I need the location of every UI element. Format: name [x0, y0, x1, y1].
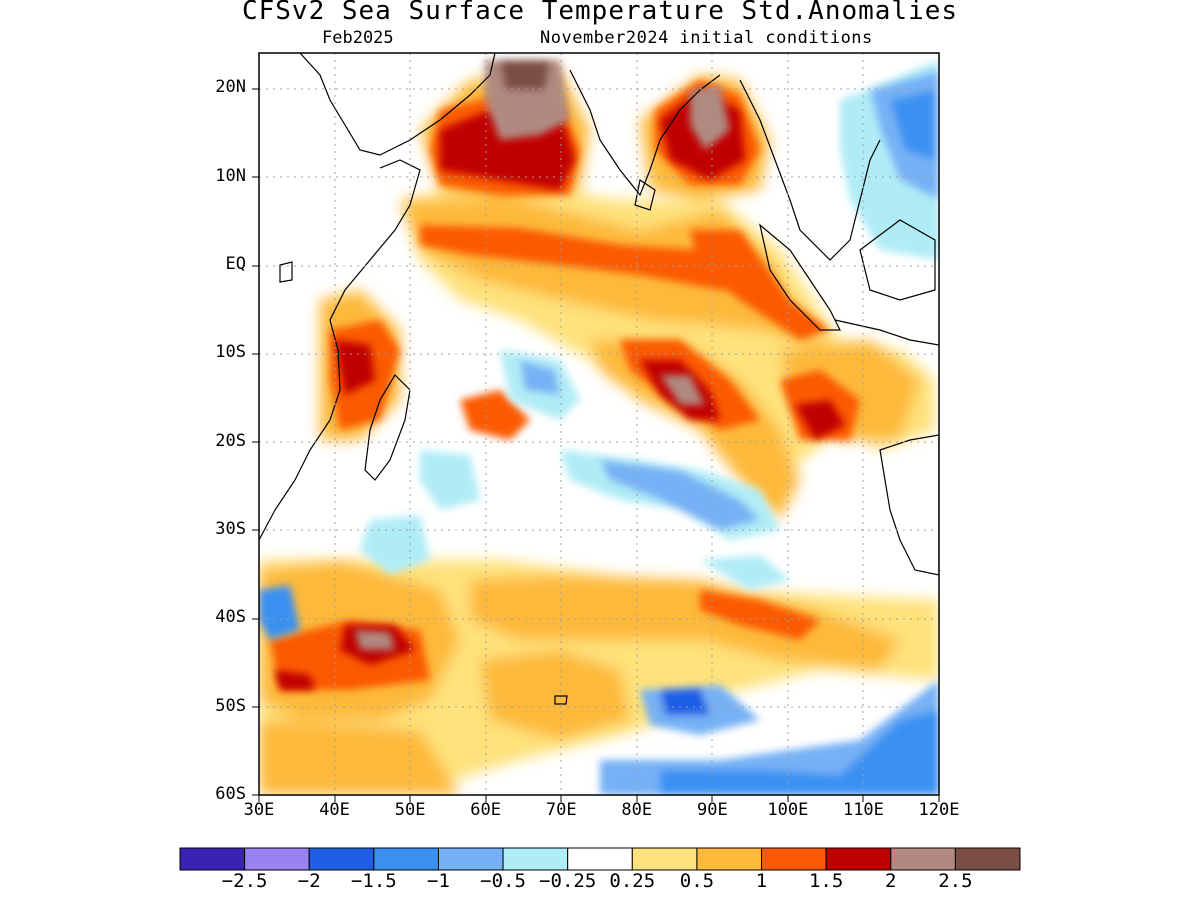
- equatorial-orange-band: [420, 225, 780, 290]
- bengal-mauve: [690, 85, 730, 150]
- colorbar-level-label: −1: [427, 870, 450, 892]
- colorbar-level-label: 0.25: [609, 870, 656, 892]
- southeast-red: [795, 400, 845, 440]
- colorbar-swatch: [761, 847, 827, 871]
- kerguelen-warm: [480, 650, 630, 740]
- lon-label: 90E: [696, 800, 728, 820]
- sumatra-orange: [690, 230, 830, 340]
- lat-label: 40S: [215, 607, 246, 628]
- map-title: CFSv2 Sea Surface Temperature Std.Anomal…: [241, 0, 959, 26]
- south-blue-core: [660, 688, 710, 715]
- southwest-mauve: [355, 630, 395, 650]
- colorbar: [179, 847, 1021, 871]
- colorbar-swatch: [502, 847, 569, 871]
- colorbar-swatch: [437, 847, 504, 871]
- lon-label: 40E: [319, 800, 350, 820]
- lat-label: 10N: [215, 165, 246, 186]
- colorbar-swatch: [825, 847, 892, 871]
- southwest-corner-warm: [259, 720, 460, 795]
- lat-label: 50S: [215, 695, 246, 716]
- lon-label: 80E: [621, 800, 653, 820]
- island-seychelles: [279, 261, 293, 283]
- lon-label: 100E: [767, 800, 809, 820]
- anomaly-field: [259, 53, 939, 795]
- central-warm-tongue: [590, 340, 800, 520]
- axis-ticks: [252, 88, 940, 802]
- lon-label: 50E: [394, 800, 426, 820]
- colorbar-level-label: −2.5: [221, 870, 268, 892]
- colorbar-level-label: 2.5: [938, 870, 973, 892]
- lat-label: 20N: [215, 77, 246, 98]
- lat-label: 60S: [215, 784, 246, 804]
- south-china-sea-blue: [890, 90, 935, 160]
- colorbar-level-label: 1.5: [808, 870, 844, 892]
- colorbar-swatch: [696, 847, 763, 871]
- indochina-coast: [739, 79, 881, 261]
- forecast-month-label: Feb2025: [322, 28, 394, 48]
- colorbar-swatch: [179, 847, 246, 871]
- colorbar-swatch: [567, 847, 633, 871]
- cool-patch-sw: [360, 515, 430, 575]
- colorbar-level-label: −0.5: [480, 870, 526, 892]
- colorbar-swatch: [954, 847, 1021, 871]
- colorbar-level-label: −1.5: [350, 870, 397, 892]
- colorbar-level-label: −2: [297, 870, 321, 892]
- grid-lines: [259, 53, 939, 795]
- colorbar-swatch: [308, 847, 375, 871]
- india-coast: [569, 69, 721, 197]
- sri-lanka: [634, 179, 656, 211]
- lon-label: 120E: [918, 800, 960, 820]
- central-mauve: [660, 375, 705, 405]
- plot-frame: [258, 52, 940, 796]
- lon-label: 60E: [470, 800, 502, 820]
- lat-label: EQ: [225, 254, 246, 274]
- orange-spot: [460, 390, 530, 440]
- colorbar-level-label: −0.25: [539, 870, 597, 892]
- colorbar-swatch: [373, 847, 439, 871]
- arabia-coast: [299, 53, 496, 156]
- colorbar-level-label: 1: [755, 870, 768, 892]
- southern-cool-core: [660, 710, 939, 795]
- initial-conditions-label: November2024 initial conditions: [540, 28, 873, 48]
- sumatra: [759, 223, 841, 331]
- colorbar-swatch: [890, 847, 956, 871]
- lon-label: 110E: [842, 800, 884, 820]
- colorbar-swatch: [631, 847, 698, 871]
- midlat-warm-band: [470, 575, 900, 670]
- coastlines: [259, 53, 939, 705]
- colorbar-level-label: 0.5: [679, 870, 715, 892]
- lat-label: 10S: [215, 342, 246, 363]
- arabian-brown: [500, 60, 550, 90]
- lat-label: 30S: [215, 519, 246, 539]
- south-cool-core: [600, 460, 760, 530]
- africa-coast: [259, 159, 421, 541]
- kerguelen-island: [554, 695, 568, 705]
- colorbar-swatch: [244, 847, 310, 871]
- cool-patch-west: [420, 450, 480, 510]
- lon-label: 70E: [545, 800, 577, 820]
- madagascar: [364, 374, 411, 481]
- colorbar-level-label: 2: [885, 870, 897, 892]
- cool-patch-east: [700, 555, 790, 590]
- west-cool-patch: [259, 585, 300, 640]
- java: [834, 319, 939, 346]
- cool-core-central: [520, 360, 560, 395]
- midlat-orange: [700, 590, 820, 640]
- lat-label: 20S: [215, 430, 246, 451]
- australia-coast: [879, 434, 939, 576]
- lon-label: 30E: [243, 800, 275, 820]
- red-spot-west: [275, 670, 315, 690]
- borneo: [859, 219, 936, 301]
